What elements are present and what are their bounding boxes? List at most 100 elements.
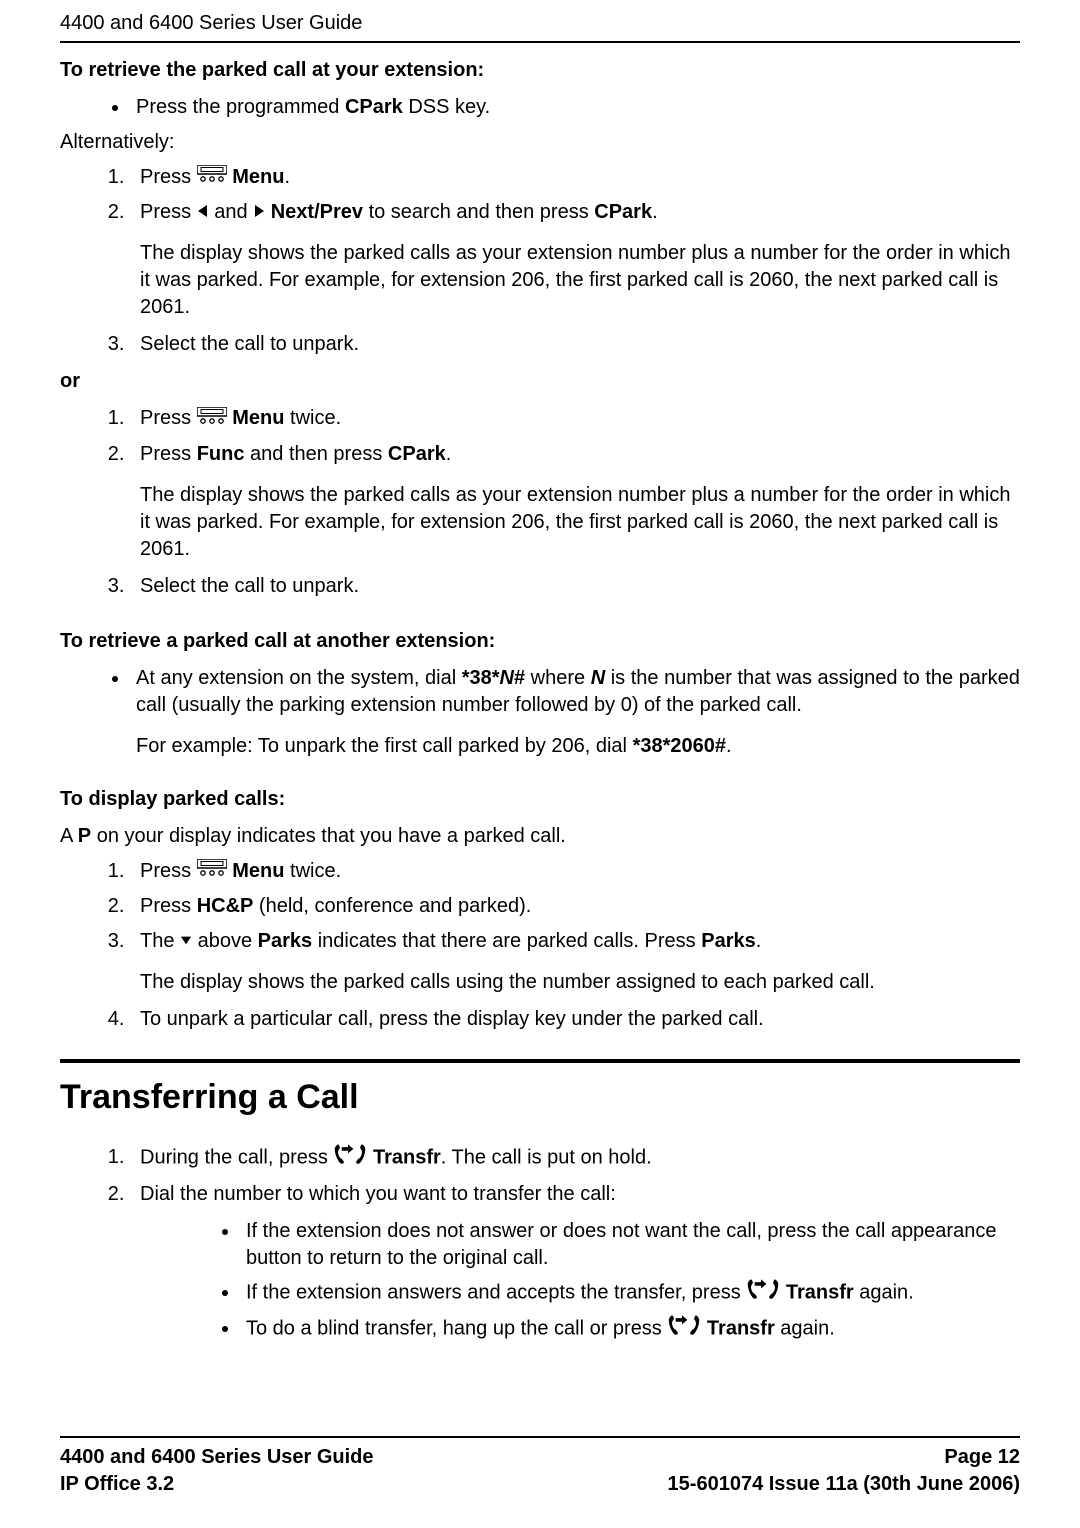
text-bold: Func [197, 443, 245, 465]
footer-issue: 15-601074 Issue 11a (30th June 2006) [668, 1471, 1020, 1498]
text: and [209, 201, 253, 223]
list-item: Press HC&P (held, conference and parked)… [130, 893, 1020, 920]
text: The [140, 930, 180, 952]
text-bold: Parks [701, 930, 756, 952]
text: Press [140, 443, 197, 465]
text: . [756, 930, 762, 952]
list-item: To do a blind transfer, hang up the call… [240, 1314, 1020, 1344]
text: Press [140, 860, 197, 882]
text-bold: HC&P [197, 895, 254, 917]
text: If the extension answers and accepts the… [246, 1281, 746, 1303]
text-bold: Menu [227, 166, 285, 188]
list-item: Dial the number to which you want to tra… [130, 1181, 1020, 1344]
numbered-list: Press Menu. Press and Next/Prev to searc… [130, 164, 1020, 358]
text: (held, conference and parked). [253, 895, 531, 917]
paragraph: The display shows the parked calls using… [140, 969, 1020, 996]
transfer-icon [333, 1143, 367, 1173]
text: twice. [284, 407, 341, 429]
text-bold-italic: N [591, 667, 605, 689]
text: For example: To unpark the first call pa… [136, 735, 633, 757]
text: . [446, 443, 452, 465]
paragraph: The display shows the parked calls as yo… [140, 482, 1020, 563]
text: At any extension on the system, dial [136, 667, 462, 689]
text: above [192, 930, 258, 952]
text: twice. [284, 860, 341, 882]
text: Press the programmed [136, 96, 345, 118]
document-page: 4400 and 6400 Series User Guide To retri… [60, 0, 1020, 1528]
list-item: During the call, press Transfr. The call… [130, 1143, 1020, 1173]
text: Press [140, 201, 197, 223]
text: . [284, 166, 290, 188]
text: Press [140, 895, 197, 917]
bullet-list: Press the programmed CPark DSS key. [130, 94, 1020, 121]
text: and then press [244, 443, 387, 465]
alternatively-label: Alternatively: [60, 129, 1020, 156]
text: on your display indicates that you have … [91, 825, 566, 847]
list-item: If the extension answers and accepts the… [240, 1278, 1020, 1308]
list-item: Press Menu. [130, 164, 1020, 191]
text: . The call is put on hold. [441, 1146, 652, 1168]
numbered-list: Press Menu twice. Press HC&P (held, conf… [130, 858, 1020, 1033]
text-bold: Menu [227, 407, 285, 429]
bullet-list: At any extension on the system, dial *38… [130, 665, 1020, 760]
text-bold: Parks [258, 930, 313, 952]
triangle-right-icon [253, 199, 265, 226]
list-item: Press Menu twice. [130, 858, 1020, 885]
text-bold: *38*2060# [633, 735, 726, 757]
subheading-retrieve-own: To retrieve the parked call at your exte… [60, 57, 1020, 84]
text-bold: CPark [388, 443, 446, 465]
list-item: Press and Next/Prev to search and then p… [130, 199, 1020, 321]
text: . [726, 735, 732, 757]
running-header: 4400 and 6400 Series User Guide [60, 0, 1020, 43]
paragraph: The display shows the parked calls as yo… [140, 240, 1020, 321]
list-item: Select the call to unpark. [130, 331, 1020, 358]
footer-left: 4400 and 6400 Series User Guide IP Offic… [60, 1444, 374, 1498]
text-bold: Transfr [367, 1146, 440, 1168]
triangle-left-icon [197, 199, 209, 226]
numbered-list: Press Menu twice. Press Func and then pr… [130, 405, 1020, 599]
list-item: Select the call to unpark. [130, 573, 1020, 600]
triangle-down-icon [180, 928, 192, 955]
text: indicates that there are parked calls. P… [312, 930, 701, 952]
list-item: To unpark a particular call, press the d… [130, 1006, 1020, 1033]
text-bold: P [78, 825, 91, 847]
text: Press [140, 166, 197, 188]
subheading-retrieve-other: To retrieve a parked call at another ext… [60, 628, 1020, 655]
footer-product: IP Office 3.2 [60, 1471, 374, 1498]
text-bold: Transfr [701, 1317, 774, 1339]
bullet-list: If the extension does not answer or does… [240, 1218, 1020, 1344]
text-bold-italic: N [500, 667, 514, 689]
paragraph: For example: To unpark the first call pa… [136, 733, 1020, 760]
text-bold: Next/Prev [265, 201, 363, 223]
text: . [652, 201, 658, 223]
list-item: The above Parks indicates that there are… [130, 928, 1020, 996]
text: to search and then press [363, 201, 594, 223]
text-bold: CPark [345, 96, 403, 118]
text: During the call, press [140, 1146, 333, 1168]
list-item: If the extension does not answer or does… [240, 1218, 1020, 1272]
divider [60, 1059, 1020, 1063]
menu-icon [197, 406, 227, 433]
paragraph: A P on your display indicates that you h… [60, 823, 1020, 850]
menu-icon [197, 858, 227, 885]
footer-right: Page 12 15-601074 Issue 11a (30th June 2… [668, 1444, 1020, 1498]
text-bold: Transfr [780, 1281, 853, 1303]
text: A [60, 825, 78, 847]
text-bold: *38* [462, 667, 500, 689]
list-item: Press the programmed CPark DSS key. [130, 94, 1020, 121]
text: DSS key. [403, 96, 490, 118]
text: Dial the number to which you want to tra… [140, 1183, 616, 1205]
text: again. [854, 1281, 914, 1303]
footer-title: 4400 and 6400 Series User Guide [60, 1444, 374, 1471]
transfer-icon [746, 1278, 780, 1308]
text-bold: # [514, 667, 525, 689]
text-bold: Menu [227, 860, 285, 882]
transfer-icon [667, 1314, 701, 1344]
text: where [525, 667, 591, 689]
or-label: or [60, 368, 1020, 395]
text-bold: CPark [594, 201, 652, 223]
text: To do a blind transfer, hang up the call… [246, 1317, 667, 1339]
section-title-transferring: Transferring a Call [60, 1075, 1020, 1121]
text: again. [775, 1317, 835, 1339]
text: Press [140, 407, 197, 429]
